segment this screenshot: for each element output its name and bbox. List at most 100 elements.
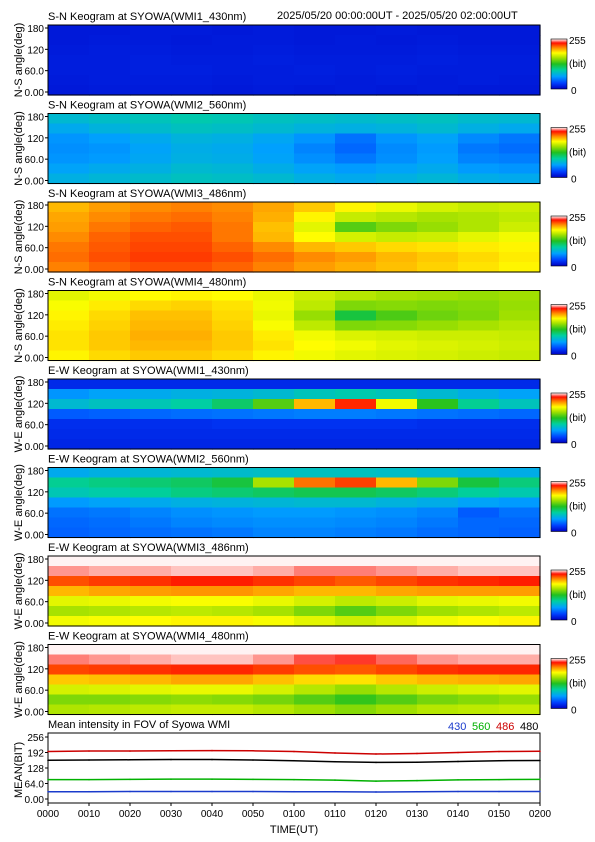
heatmap-cell [130,644,172,656]
heatmap-cell [335,439,377,450]
heatmap-cell [294,684,336,696]
series-point-480 [498,759,500,762]
heatmap-cell [212,389,254,400]
heatmap-cell [499,654,541,666]
series-point-430 [47,790,49,793]
heatmap-cell [417,113,459,125]
mean-x-tick-label: 0100 [283,809,306,820]
heatmap-cell [253,477,295,489]
heatmap-cell [417,262,459,273]
heatmap-cell [48,704,90,716]
heatmap-cell [335,616,377,627]
heatmap-cell [253,232,295,243]
mean-xlabel: TIME(UT) [270,824,318,836]
heatmap-cell [499,694,541,706]
heatmap-cell [89,123,131,135]
series-point-430 [252,790,254,793]
series-point-560 [375,780,377,782]
heatmap-cell [130,674,172,686]
y-tick-label: 0.00 [25,708,45,719]
heatmap-cell [376,616,418,627]
heatmap-cell [89,467,131,479]
heatmap-cell [171,566,213,577]
heatmap-cell [376,173,418,185]
heatmap-cell [212,616,254,627]
heatmap-cell [458,55,500,66]
y-tick-label: 120 [27,488,44,499]
colorbar [550,658,568,709]
heatmap-cell [253,75,295,86]
y-tick-label: 180 [27,24,44,35]
heatmap-cell [294,75,336,86]
heatmap-cell [417,684,459,696]
heatmap-cell [89,684,131,696]
heatmap-cell [130,310,172,322]
heatmap-cell [335,310,377,322]
heatmap-cell [458,467,500,479]
heatmap-cell [458,290,500,302]
heatmap-cell [499,517,541,529]
heatmap-cell [253,320,295,332]
legend-560: 560 [472,721,490,733]
heatmap-cell [458,419,500,430]
series-point-430 [334,790,336,793]
colorbar-unit: (bit) [569,679,586,690]
heatmap-cell [253,379,295,390]
heatmap-cell [458,576,500,587]
mean-x-tick-label: 0000 [37,809,60,820]
heatmap-cell [253,566,295,577]
y-tick-label: 120 [27,399,44,410]
y-tick-label: 180 [27,113,44,124]
heatmap-cell [48,596,90,607]
heatmap-cell [253,556,295,567]
heatmap-cell [294,173,336,185]
heatmap-cell [335,389,377,400]
heatmap-cell [89,654,131,666]
heatmap-cell [417,409,459,420]
heatmap-cell [212,566,254,577]
heatmap-cell [458,85,500,96]
heatmap-cell [499,350,541,362]
heatmap-cell [335,55,377,66]
series-point-560 [334,779,336,781]
heatmap-cell [417,664,459,676]
colorbar [550,127,568,178]
heatmap-cell [499,55,541,66]
heatmap-cell [499,340,541,352]
heatmap-cell [376,113,418,125]
heatmap-cell [48,202,90,213]
heatmap-cell [212,654,254,666]
heatmap-cell [89,704,131,716]
heatmap-cell [458,75,500,86]
heatmap-cell [335,300,377,312]
heatmap-cell [499,684,541,696]
heatmap-cell [458,654,500,666]
heatmap-cell [48,310,90,322]
heatmap-cell [458,123,500,135]
heatmap-cell [171,556,213,567]
series-point-486 [457,751,459,754]
heatmap-cell [376,300,418,312]
heatmap-cell [294,252,336,263]
colorbar-unit: (bit) [569,413,586,424]
heatmap-cell [212,429,254,440]
heatmap-cell [376,379,418,390]
heatmap-cell [48,379,90,390]
heatmap-cell [458,507,500,519]
heatmap-cell [212,310,254,322]
heatmap-cell [171,55,213,66]
heatmap-cell [499,556,541,567]
heatmap-cell [253,654,295,666]
series-point-430 [293,790,295,793]
heatmap-cell [130,262,172,273]
heatmap-cell [48,320,90,332]
keogram-panel: S-N Keogram at SYOWA(WMI1_430nm) 180 120 60… [13,11,586,99]
heatmap-cell [212,350,254,362]
heatmap-cell [499,477,541,489]
colorbar [550,38,568,90]
series-point-560 [47,778,49,781]
heatmap-cell [335,566,377,577]
heatmap-cell [499,467,541,479]
heatmap-cell [253,616,295,627]
heatmap-cell [253,467,295,479]
